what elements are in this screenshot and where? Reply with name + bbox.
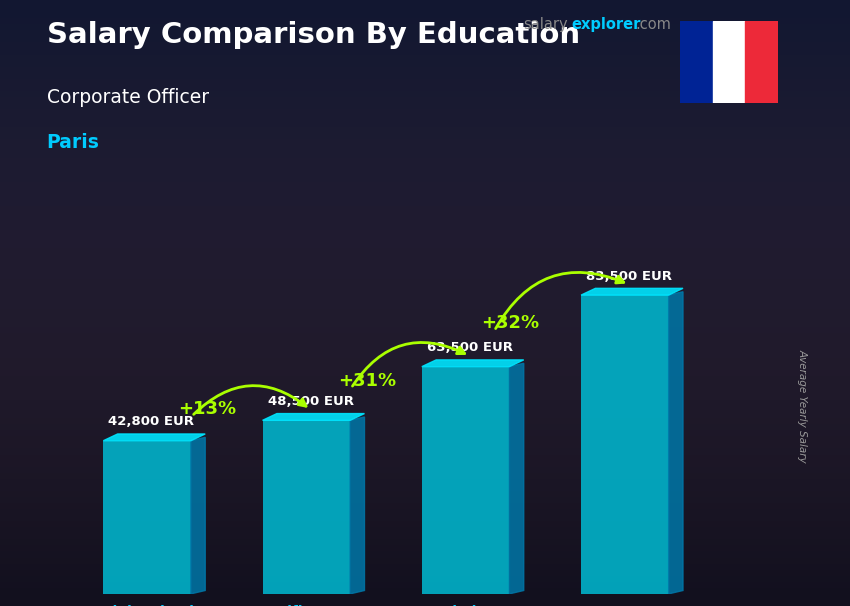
Text: Corporate Officer: Corporate Officer [47,88,209,107]
FancyArrowPatch shape [496,273,624,328]
Text: 83,500 EUR: 83,500 EUR [586,270,672,282]
Bar [263,421,350,594]
Bar [745,21,778,103]
Text: 42,800 EUR: 42,800 EUR [109,415,195,428]
Text: 48,500 EUR: 48,500 EUR [268,395,354,408]
Text: +13%: +13% [178,400,236,418]
Bar [680,21,712,103]
Text: 63,500 EUR: 63,500 EUR [427,341,513,355]
Text: Average Yearly Salary: Average Yearly Salary [798,349,808,463]
Bar [104,441,191,594]
Text: .com: .com [635,17,671,32]
Text: +31%: +31% [337,372,396,390]
Polygon shape [581,288,683,295]
Text: explorer: explorer [571,17,641,32]
Bar [581,295,669,594]
FancyArrowPatch shape [194,385,306,415]
Text: Salary Comparison By Education: Salary Comparison By Education [47,21,580,49]
Text: Paris: Paris [47,133,99,152]
FancyArrowPatch shape [353,342,465,386]
Polygon shape [191,438,205,594]
Polygon shape [669,291,683,594]
Polygon shape [422,360,524,367]
Text: +32%: +32% [481,315,539,333]
Polygon shape [263,413,365,421]
Polygon shape [350,417,365,594]
Bar [712,21,745,103]
Text: salary: salary [523,17,568,32]
Polygon shape [509,363,524,594]
Bar [422,367,509,594]
Polygon shape [104,434,205,441]
